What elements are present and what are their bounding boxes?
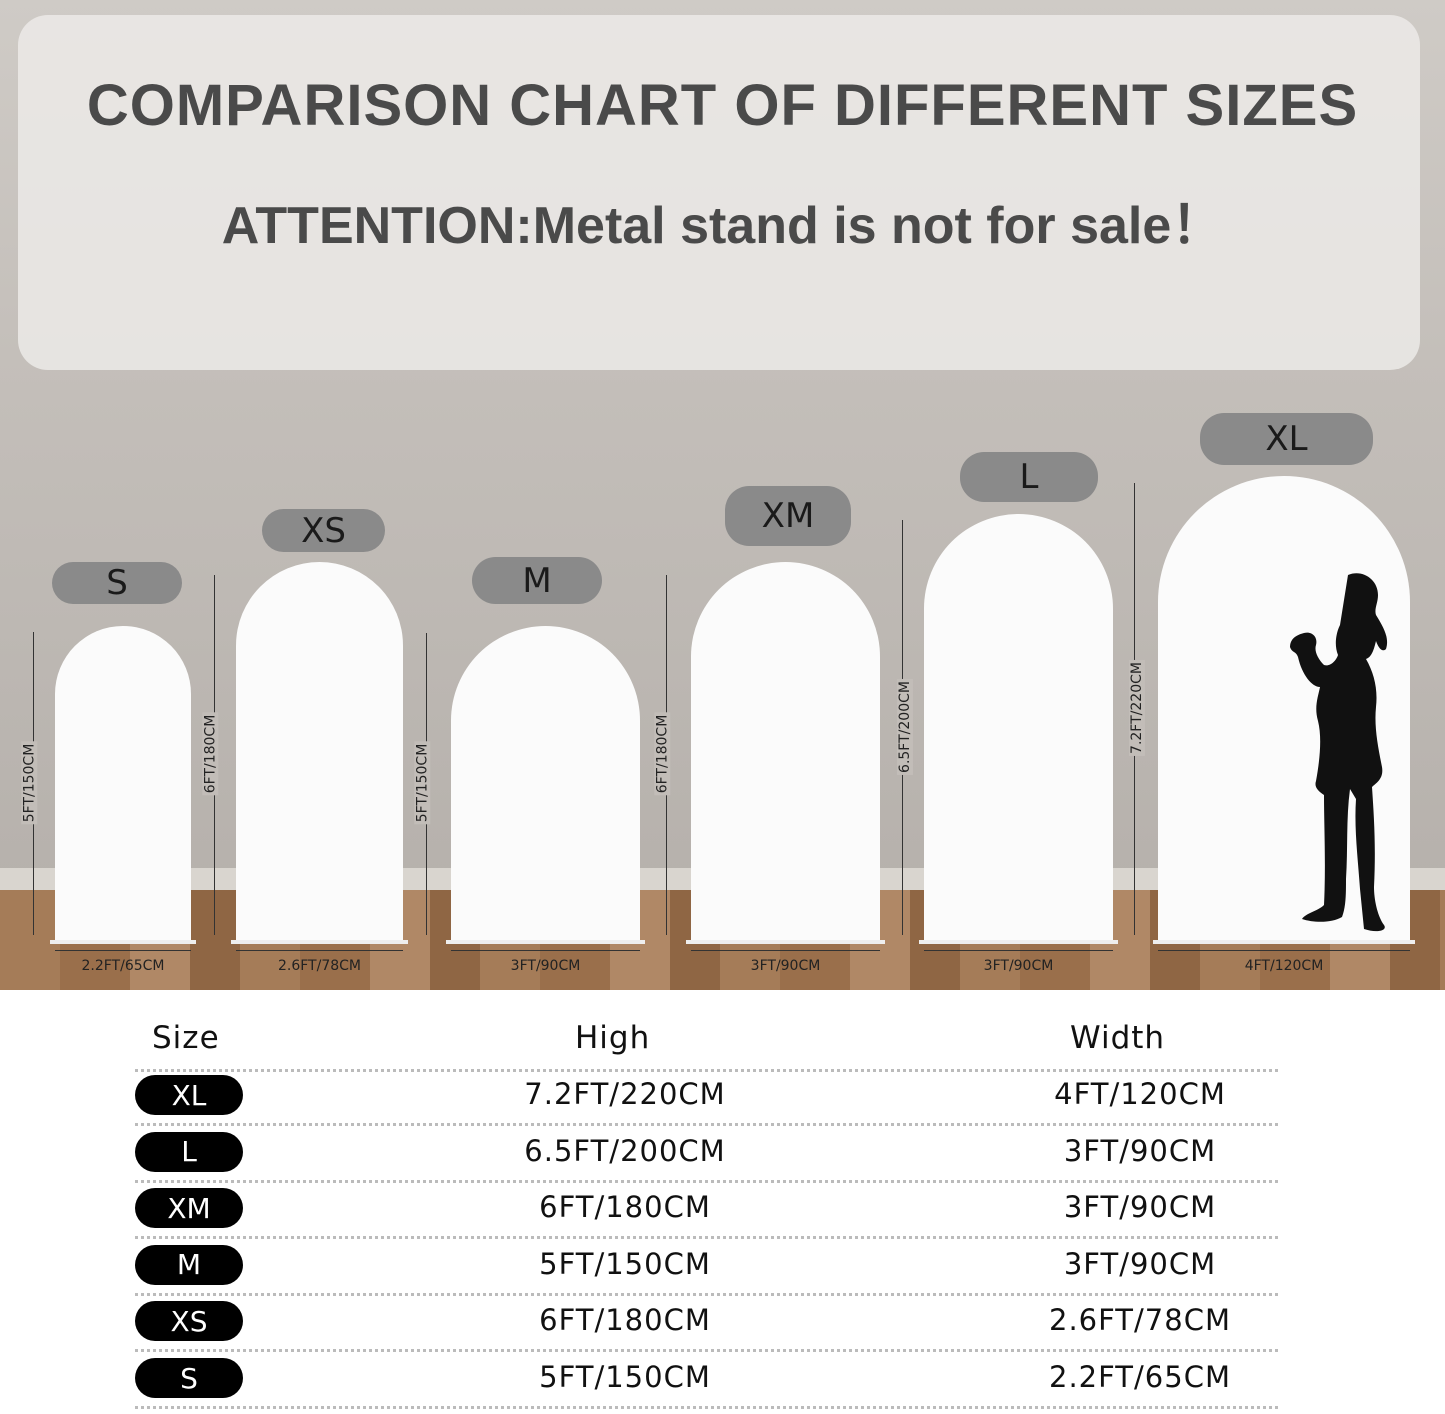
header-panel	[18, 15, 1420, 370]
table-row: S 5FT/150CM 2.2FT/65CM	[0, 1358, 1445, 1414]
table-row: M 5FT/150CM 3FT/90CM	[0, 1244, 1445, 1301]
height-label: 6FT/180CM	[654, 712, 671, 796]
table-row: XL 7.2FT/220CM 4FT/120CM	[0, 1075, 1445, 1131]
width-label: 3FT/90CM	[983, 958, 1054, 974]
width-label: 2.2FT/65CM	[81, 958, 165, 974]
height-label: 5FT/150CM	[21, 741, 38, 824]
width-cell: 2.6FT/78CM	[1049, 1303, 1231, 1338]
size-pill: S	[135, 1358, 243, 1398]
table-row: XS 6FT/180CM 2.6FT/78CM	[0, 1301, 1445, 1357]
high-cell: 5FT/150CM	[539, 1360, 711, 1394]
size-label-pill: L	[960, 452, 1098, 502]
metal-stand	[1153, 940, 1415, 944]
arch-3	[691, 562, 880, 940]
size-label-pill: XS	[262, 509, 385, 552]
size-pill: XS	[135, 1301, 243, 1342]
row-divider	[135, 1292, 1278, 1296]
width-cell: 3FT/90CM	[1063, 1133, 1217, 1168]
height-label: 6.5FT/200CM	[896, 678, 913, 775]
size-pill: L	[135, 1131, 243, 1172]
width-arrow	[236, 950, 403, 951]
row-divider	[135, 1349, 1278, 1353]
width-arrow	[924, 950, 1113, 951]
width-label: 3FT/90CM	[750, 958, 821, 974]
size-label-pill: XM	[725, 486, 851, 546]
metal-stand	[231, 940, 408, 944]
metal-stand	[446, 940, 645, 944]
size-label-pill: XL	[1200, 413, 1373, 465]
arch-1	[236, 562, 403, 940]
row-divider	[135, 1123, 1278, 1126]
height-label: 5FT/150CM	[414, 741, 431, 825]
high-cell: 5FT/150CM	[539, 1246, 711, 1281]
row-divider	[135, 1406, 1278, 1409]
width-cell: 2.2FT/65CM	[1049, 1360, 1231, 1394]
size-label-pill: M	[472, 557, 602, 604]
width-arrow	[451, 950, 640, 951]
size-pill: XM	[135, 1188, 243, 1229]
metal-stand	[50, 940, 196, 944]
width-cell: 4FT/120CM	[1054, 1077, 1226, 1111]
height-label: 6FT/180CM	[202, 712, 219, 796]
width-label: 2.6FT/78CM	[277, 958, 361, 974]
width-label: 4FT/120CM	[1244, 958, 1324, 974]
width-arrow	[691, 950, 880, 951]
width-cell: 3FT/90CM	[1063, 1246, 1217, 1281]
high-column-header: High	[575, 1020, 651, 1056]
metal-stand	[686, 940, 885, 944]
metal-stand	[919, 940, 1118, 944]
high-cell: 6.5FT/200CM	[524, 1133, 726, 1168]
width-cell: 3FT/90CM	[1063, 1190, 1217, 1225]
size-label-pill: S	[52, 562, 182, 604]
high-cell: 6FT/180CM	[539, 1190, 711, 1225]
row-divider	[135, 1236, 1278, 1240]
high-cell: 6FT/180CM	[539, 1303, 711, 1338]
arch-4	[924, 514, 1113, 940]
row-divider	[135, 1179, 1278, 1183]
table-row: L 6.5FT/200CM 3FT/90CM	[0, 1131, 1445, 1188]
size-pill: XL	[135, 1075, 243, 1115]
attention-notice: ATTENTION:Metal stand is not for sale！	[221, 197, 1224, 255]
arch-0	[55, 626, 191, 940]
page-title: COMPARISON CHART OF DIFFERENT SIZES	[86, 73, 1359, 138]
width-arrow	[55, 950, 191, 951]
height-label: 7.2FT/220CM	[1128, 660, 1145, 756]
table-row: XM 6FT/180CM 3FT/90CM	[0, 1188, 1445, 1244]
width-arrow	[1158, 950, 1410, 951]
arch-2	[451, 626, 640, 940]
row-divider	[135, 1069, 1278, 1072]
person-silhouette	[1290, 573, 1388, 932]
width-label: 3FT/90CM	[510, 958, 581, 974]
high-cell: 7.2FT/220CM	[524, 1077, 726, 1111]
width-column-header: Width	[1070, 1020, 1166, 1056]
size-column-header: Size	[152, 1020, 220, 1056]
size-pill: M	[135, 1244, 243, 1285]
